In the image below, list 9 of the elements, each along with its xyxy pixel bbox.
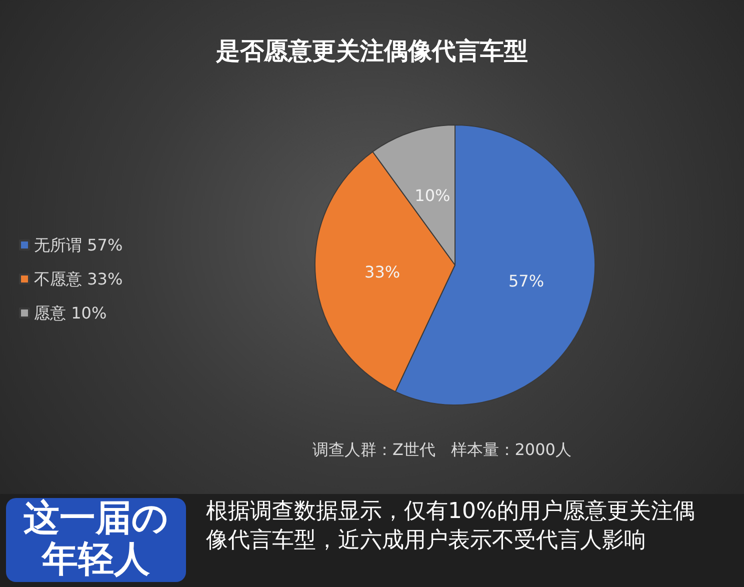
text: 调查人群：Z世代 样本量：2000人 [312,440,572,461]
data-label: 33% [364,262,400,282]
legend-label: 愿意 10% [34,304,107,322]
text: 根据调查数据显示，仅有10%的用户愿意更关注偶像代言车型，近六成用户表示不受代言人影响 [206,498,696,555]
legend-label: 无所谓 57% [34,236,123,254]
chart-title: 是否愿意更关注偶像代言车型 [215,37,528,65]
data-label: 10% [414,186,450,206]
legend-label: 不愿意 33% [34,270,123,288]
data-label: 57% [508,271,544,290]
